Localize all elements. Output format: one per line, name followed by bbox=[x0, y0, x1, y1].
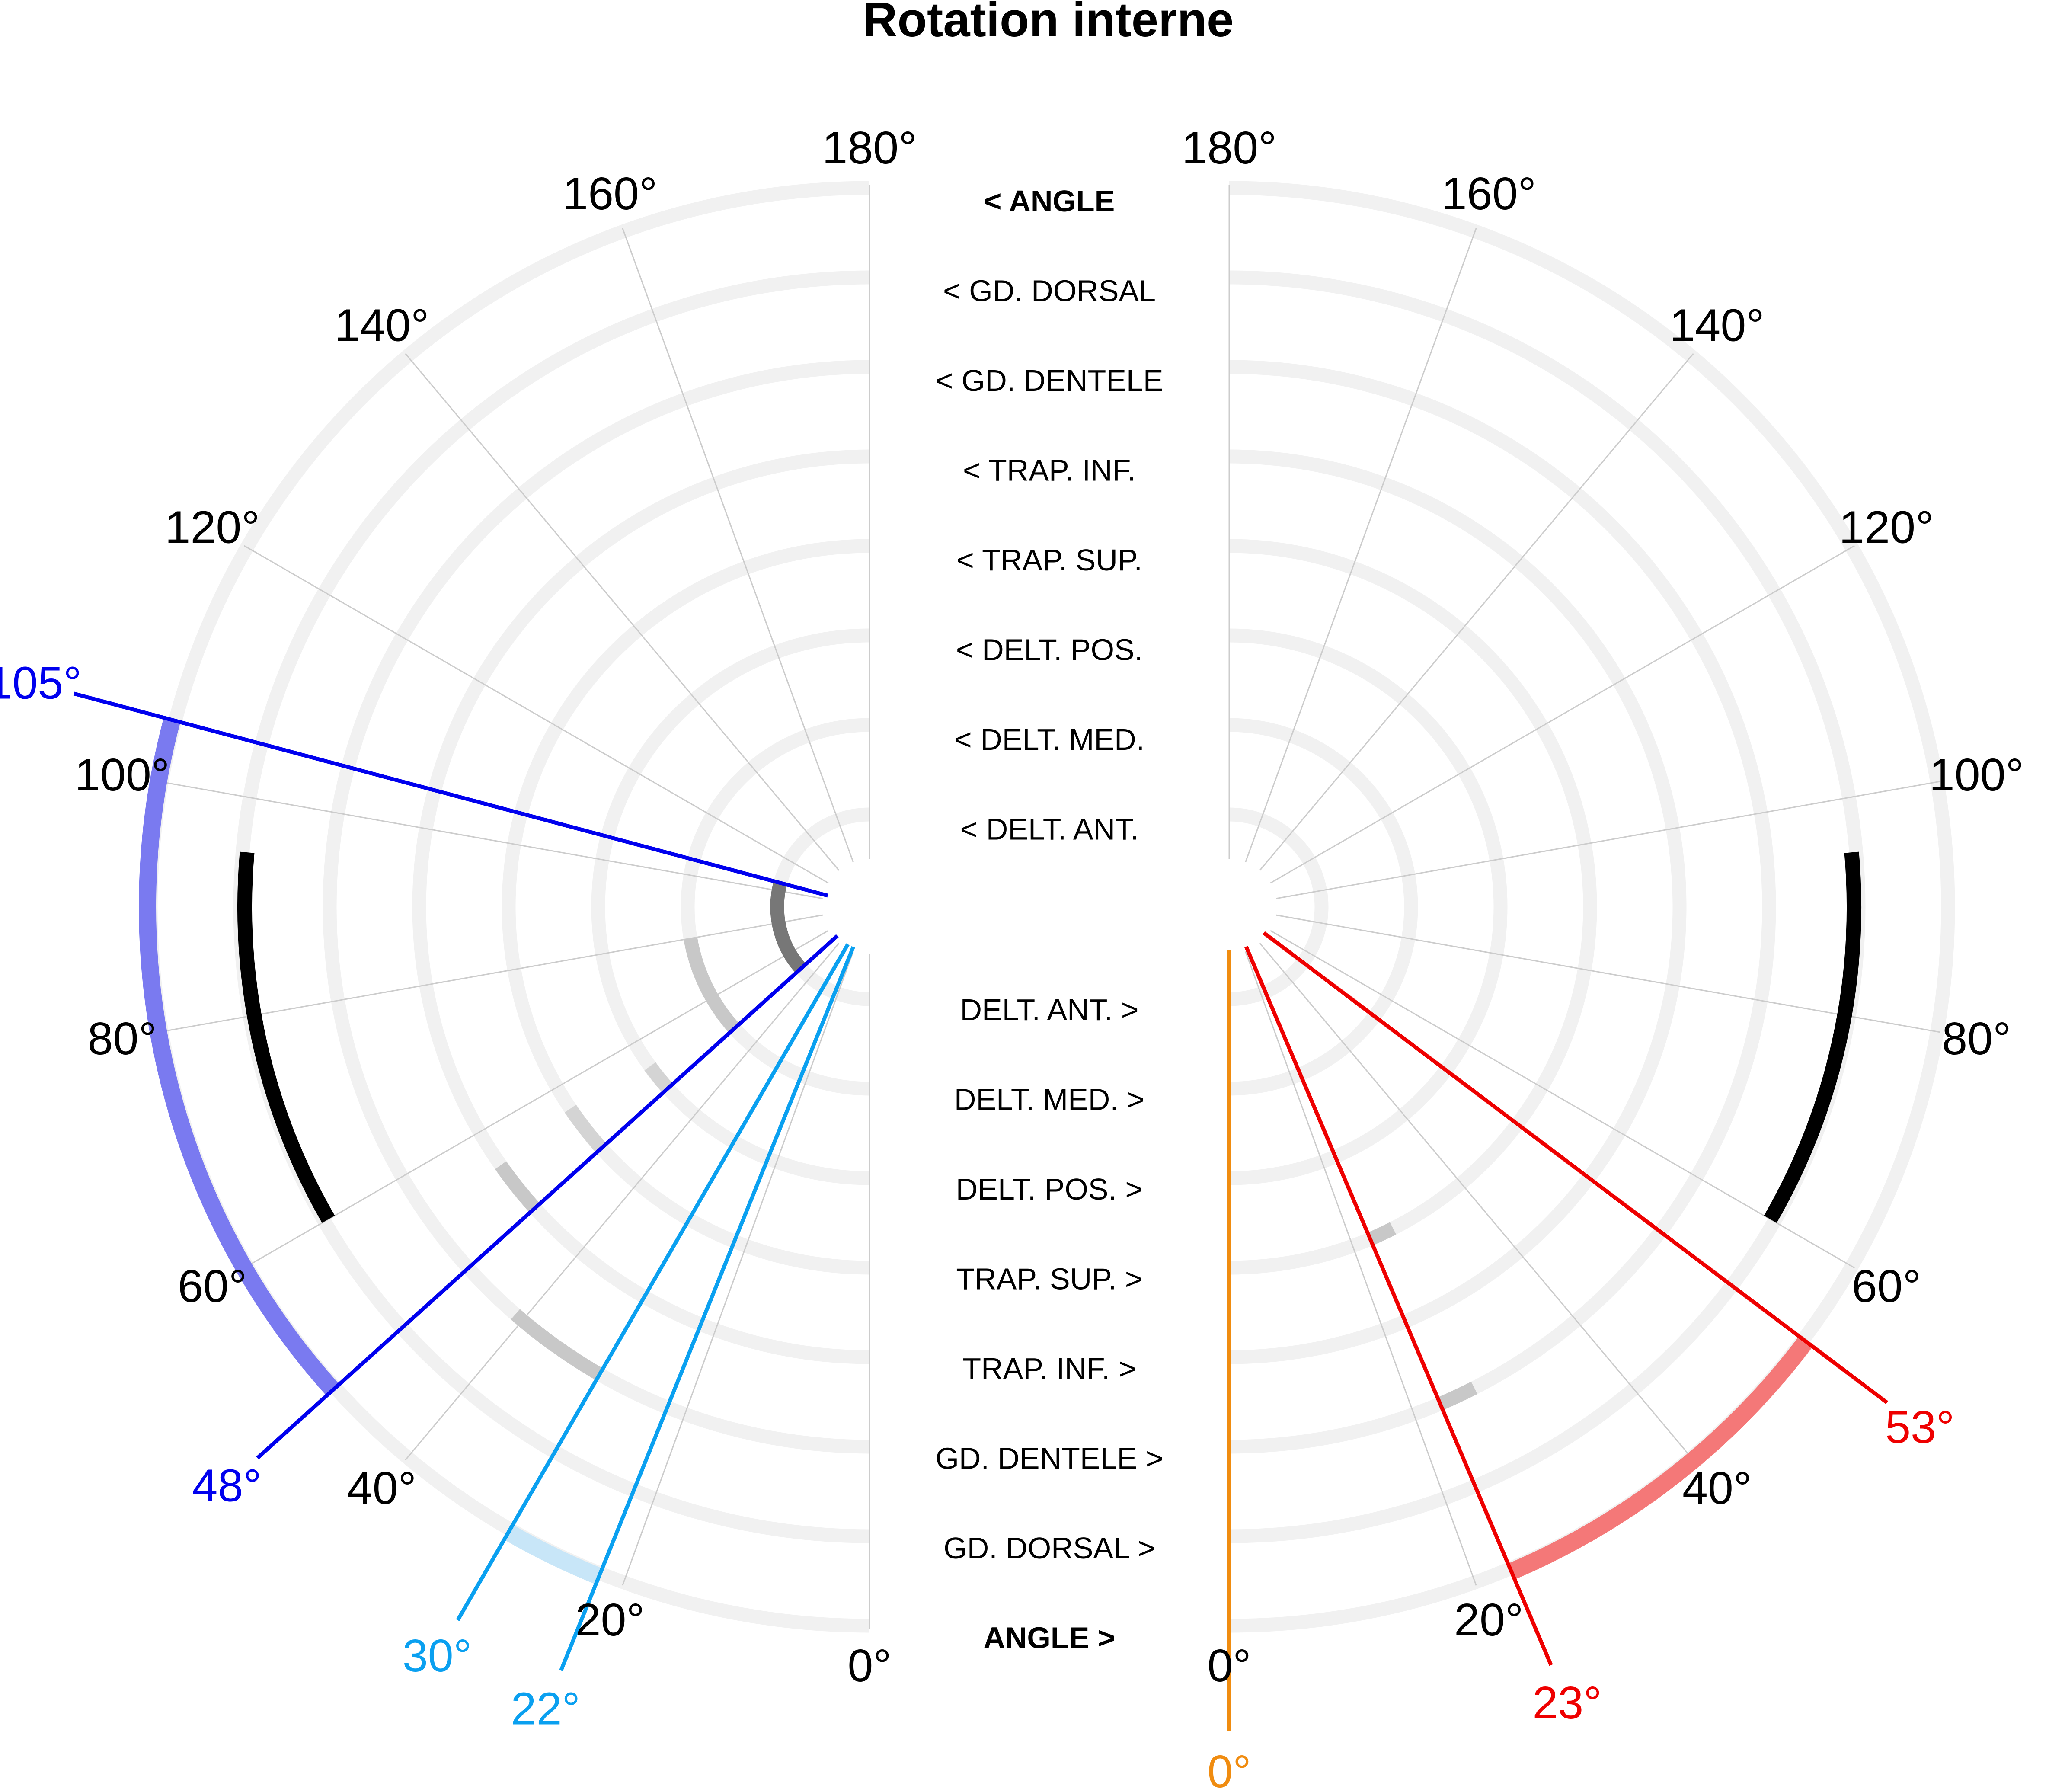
left-marker-label: 22° bbox=[511, 1683, 580, 1734]
left-marker-label: 30° bbox=[403, 1630, 472, 1681]
right-muscle-arc bbox=[1437, 1382, 1478, 1411]
angle-markers: 105° 48° 30° 22° 0° 23° 53° bbox=[0, 657, 1954, 1792]
angle-spokes bbox=[158, 185, 1940, 1629]
left-marker-label: 48° bbox=[192, 1460, 262, 1511]
left-muscle-arc bbox=[564, 1104, 607, 1153]
left-ring-label: < DELT. ANT. bbox=[960, 813, 1138, 846]
left-marker-line bbox=[73, 691, 828, 898]
right-tick-label: 40° bbox=[1682, 1462, 1752, 1514]
left-ring-track bbox=[681, 718, 870, 1096]
left-angle-arc bbox=[504, 1524, 602, 1584]
right-spoke bbox=[1259, 943, 1694, 1461]
right-ring-track bbox=[1229, 360, 1776, 1454]
right-ring-track bbox=[1229, 807, 1329, 1006]
right-tick-label: 180° bbox=[1182, 122, 1276, 173]
right-tick-label: 120° bbox=[1839, 502, 1934, 553]
right-muscle-arc bbox=[1367, 1222, 1397, 1245]
left-tick-label: 20° bbox=[575, 1594, 645, 1645]
left-muscle-arc bbox=[770, 881, 806, 973]
left-ring-label: < DELT. POS. bbox=[956, 633, 1143, 667]
left-ring-label: < GD. DORSAL bbox=[943, 274, 1156, 308]
left-tick-label: 120° bbox=[165, 502, 260, 553]
left-ring-label: < ANGLE bbox=[984, 184, 1115, 218]
left-spoke bbox=[622, 228, 854, 863]
right-ring-label: DELT. ANT. > bbox=[960, 993, 1138, 1027]
right-marker-line bbox=[1244, 946, 1553, 1666]
right-tick-label: 160° bbox=[1442, 168, 1536, 219]
right-ring-label: DELT. POS. > bbox=[956, 1172, 1143, 1206]
right-tick-label: 20° bbox=[1454, 1594, 1523, 1645]
left-tick-label: 0° bbox=[847, 1640, 891, 1691]
right-angle-arc bbox=[1508, 1336, 1813, 1580]
right-spoke bbox=[1276, 914, 1940, 1033]
left-marker-line bbox=[256, 934, 839, 1460]
left-ring-track bbox=[323, 360, 870, 1454]
left-ring-track bbox=[412, 449, 870, 1364]
left-muscle-arc bbox=[495, 1161, 540, 1213]
left-marker-label: 105° bbox=[0, 657, 82, 708]
right-spoke bbox=[1276, 781, 1940, 899]
left-tick-label: 160° bbox=[563, 168, 657, 219]
right-spoke bbox=[1259, 353, 1694, 871]
left-tick-label: 100° bbox=[75, 749, 169, 800]
left-spoke bbox=[158, 781, 823, 899]
right-tick-label: 140° bbox=[1669, 300, 1764, 351]
right-tick-label: 60° bbox=[1852, 1261, 1921, 1312]
right-marker-label: 53° bbox=[1885, 1402, 1954, 1453]
right-ring-track bbox=[1229, 539, 1597, 1275]
right-reference-range-arc bbox=[1764, 851, 1861, 1223]
left-muscle-arc bbox=[684, 937, 740, 1034]
chart-labels: 0° 20° 40° 60° 80° 100° 120° 140° 160° 180° 0° 20° 4… bbox=[75, 122, 2024, 1691]
left-tick-label: 40° bbox=[347, 1462, 416, 1514]
right-ring-label: TRAP. SUP. > bbox=[956, 1262, 1142, 1296]
left-marker-line bbox=[559, 946, 855, 1671]
right-marker-label: 23° bbox=[1532, 1677, 1601, 1728]
left-tick-label: 60° bbox=[178, 1261, 247, 1312]
left-angle-arc bbox=[139, 717, 339, 1396]
left-ring-track bbox=[591, 628, 870, 1185]
left-ring-label: < DELT. MED. bbox=[954, 723, 1144, 756]
left-spoke bbox=[405, 353, 840, 871]
left-ring-label: < TRAP. SUP. bbox=[956, 543, 1142, 577]
right-ring-label: DELT. MED. > bbox=[954, 1083, 1144, 1117]
right-ring-track bbox=[1229, 449, 1687, 1364]
left-muscle-arc bbox=[644, 1062, 673, 1093]
left-spoke bbox=[158, 914, 823, 1033]
left-spoke bbox=[243, 545, 829, 884]
right-ring-label: ANGLE > bbox=[983, 1621, 1115, 1655]
left-spoke bbox=[405, 943, 840, 1461]
right-spoke bbox=[1245, 951, 1477, 1586]
right-tick-label: 100° bbox=[1929, 749, 2024, 800]
right-marker-label: 0° bbox=[1207, 1746, 1251, 1792]
chart-title: Rotation interne bbox=[863, 0, 1234, 47]
right-ring-label: GD. DORSAL > bbox=[943, 1531, 1155, 1565]
left-ring-track bbox=[770, 807, 870, 1006]
ring-tracks bbox=[144, 181, 1955, 1633]
right-ring-track bbox=[1229, 628, 1508, 1185]
left-tick-label: 140° bbox=[334, 300, 429, 351]
left-tick-label: 80° bbox=[88, 1013, 157, 1064]
left-reference-range-arc bbox=[237, 851, 335, 1223]
right-spoke bbox=[1270, 930, 1855, 1269]
right-spoke bbox=[1270, 545, 1855, 884]
right-ring-label: GD. DENTELE > bbox=[935, 1442, 1163, 1475]
data-arcs bbox=[139, 717, 1861, 1584]
left-muscle-arc bbox=[511, 1309, 603, 1381]
left-ring-label: < GD. DENTELE bbox=[935, 364, 1163, 397]
right-marker-line bbox=[1263, 931, 1889, 1405]
left-ring-label: < TRAP. INF. bbox=[963, 454, 1136, 487]
right-tick-label: 80° bbox=[1942, 1013, 2011, 1064]
left-marker-line bbox=[456, 943, 850, 1622]
left-spoke bbox=[622, 951, 854, 1586]
right-ring-label: TRAP. INF. > bbox=[962, 1352, 1136, 1386]
right-tick-label: 0° bbox=[1207, 1640, 1251, 1691]
right-ring-track bbox=[1229, 718, 1418, 1096]
left-spoke bbox=[243, 930, 829, 1269]
left-tick-label: 180° bbox=[822, 122, 917, 173]
right-spoke bbox=[1245, 228, 1477, 863]
left-ring-track bbox=[502, 539, 870, 1275]
